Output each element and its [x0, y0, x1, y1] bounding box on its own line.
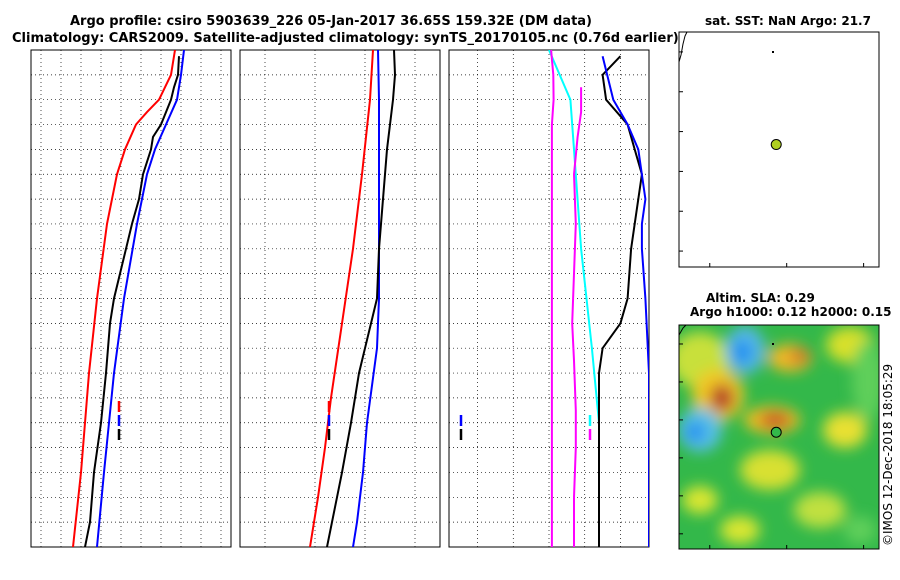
argo-float-marker [770, 139, 782, 151]
series-group [72, 50, 185, 547]
series-line-argo [84, 56, 180, 547]
temperature-panel [30, 49, 232, 548]
sla-map-panel: Altim. SLA: 0.29 Argo h1000: 0.12 h2000:… [678, 291, 891, 550]
argo-float-marker [770, 426, 782, 438]
salinity-panel [239, 49, 441, 548]
sla-map-title-2: Argo h1000: 0.12 h2000: 0.15 [690, 305, 891, 319]
series-line-satellite-adj-clim- [352, 50, 380, 547]
coastline [678, 31, 688, 63]
series-group [548, 50, 649, 547]
series-line-satellite-adj-clim- [96, 50, 185, 547]
series-line-climatology [72, 50, 176, 547]
series-line-temperature-argo [598, 55, 643, 547]
sst-map-title: sat. SST: NaN Argo: 21.7 [705, 14, 871, 28]
series-line-argo [326, 50, 397, 547]
series-line-salinity-satellite [550, 50, 555, 547]
title-line-1: Argo profile: csiro 5903639_226 05-Jan-2… [70, 14, 592, 29]
series-line-salinity-argo [571, 87, 583, 547]
sla-map-title-1: Altim. SLA: 0.29 [706, 291, 815, 305]
salinity-argo-group [571, 87, 583, 547]
imos-credit: ©IMOS 12-Dec-2018 18:05:29 [881, 364, 895, 546]
island-marker [772, 51, 774, 53]
series-line-climatology [309, 50, 374, 547]
difference-panel [448, 49, 650, 548]
sla-island-marker [772, 343, 774, 345]
sst-map-panel: sat. SST: NaN Argo: 21.7 [678, 14, 880, 268]
series-group [309, 50, 397, 547]
series-line-temperature-satellite-adj- [601, 55, 649, 547]
title-line-2: Climatology: CARS2009. Satellite-adjuste… [12, 31, 679, 46]
sla-coastline [678, 324, 687, 336]
